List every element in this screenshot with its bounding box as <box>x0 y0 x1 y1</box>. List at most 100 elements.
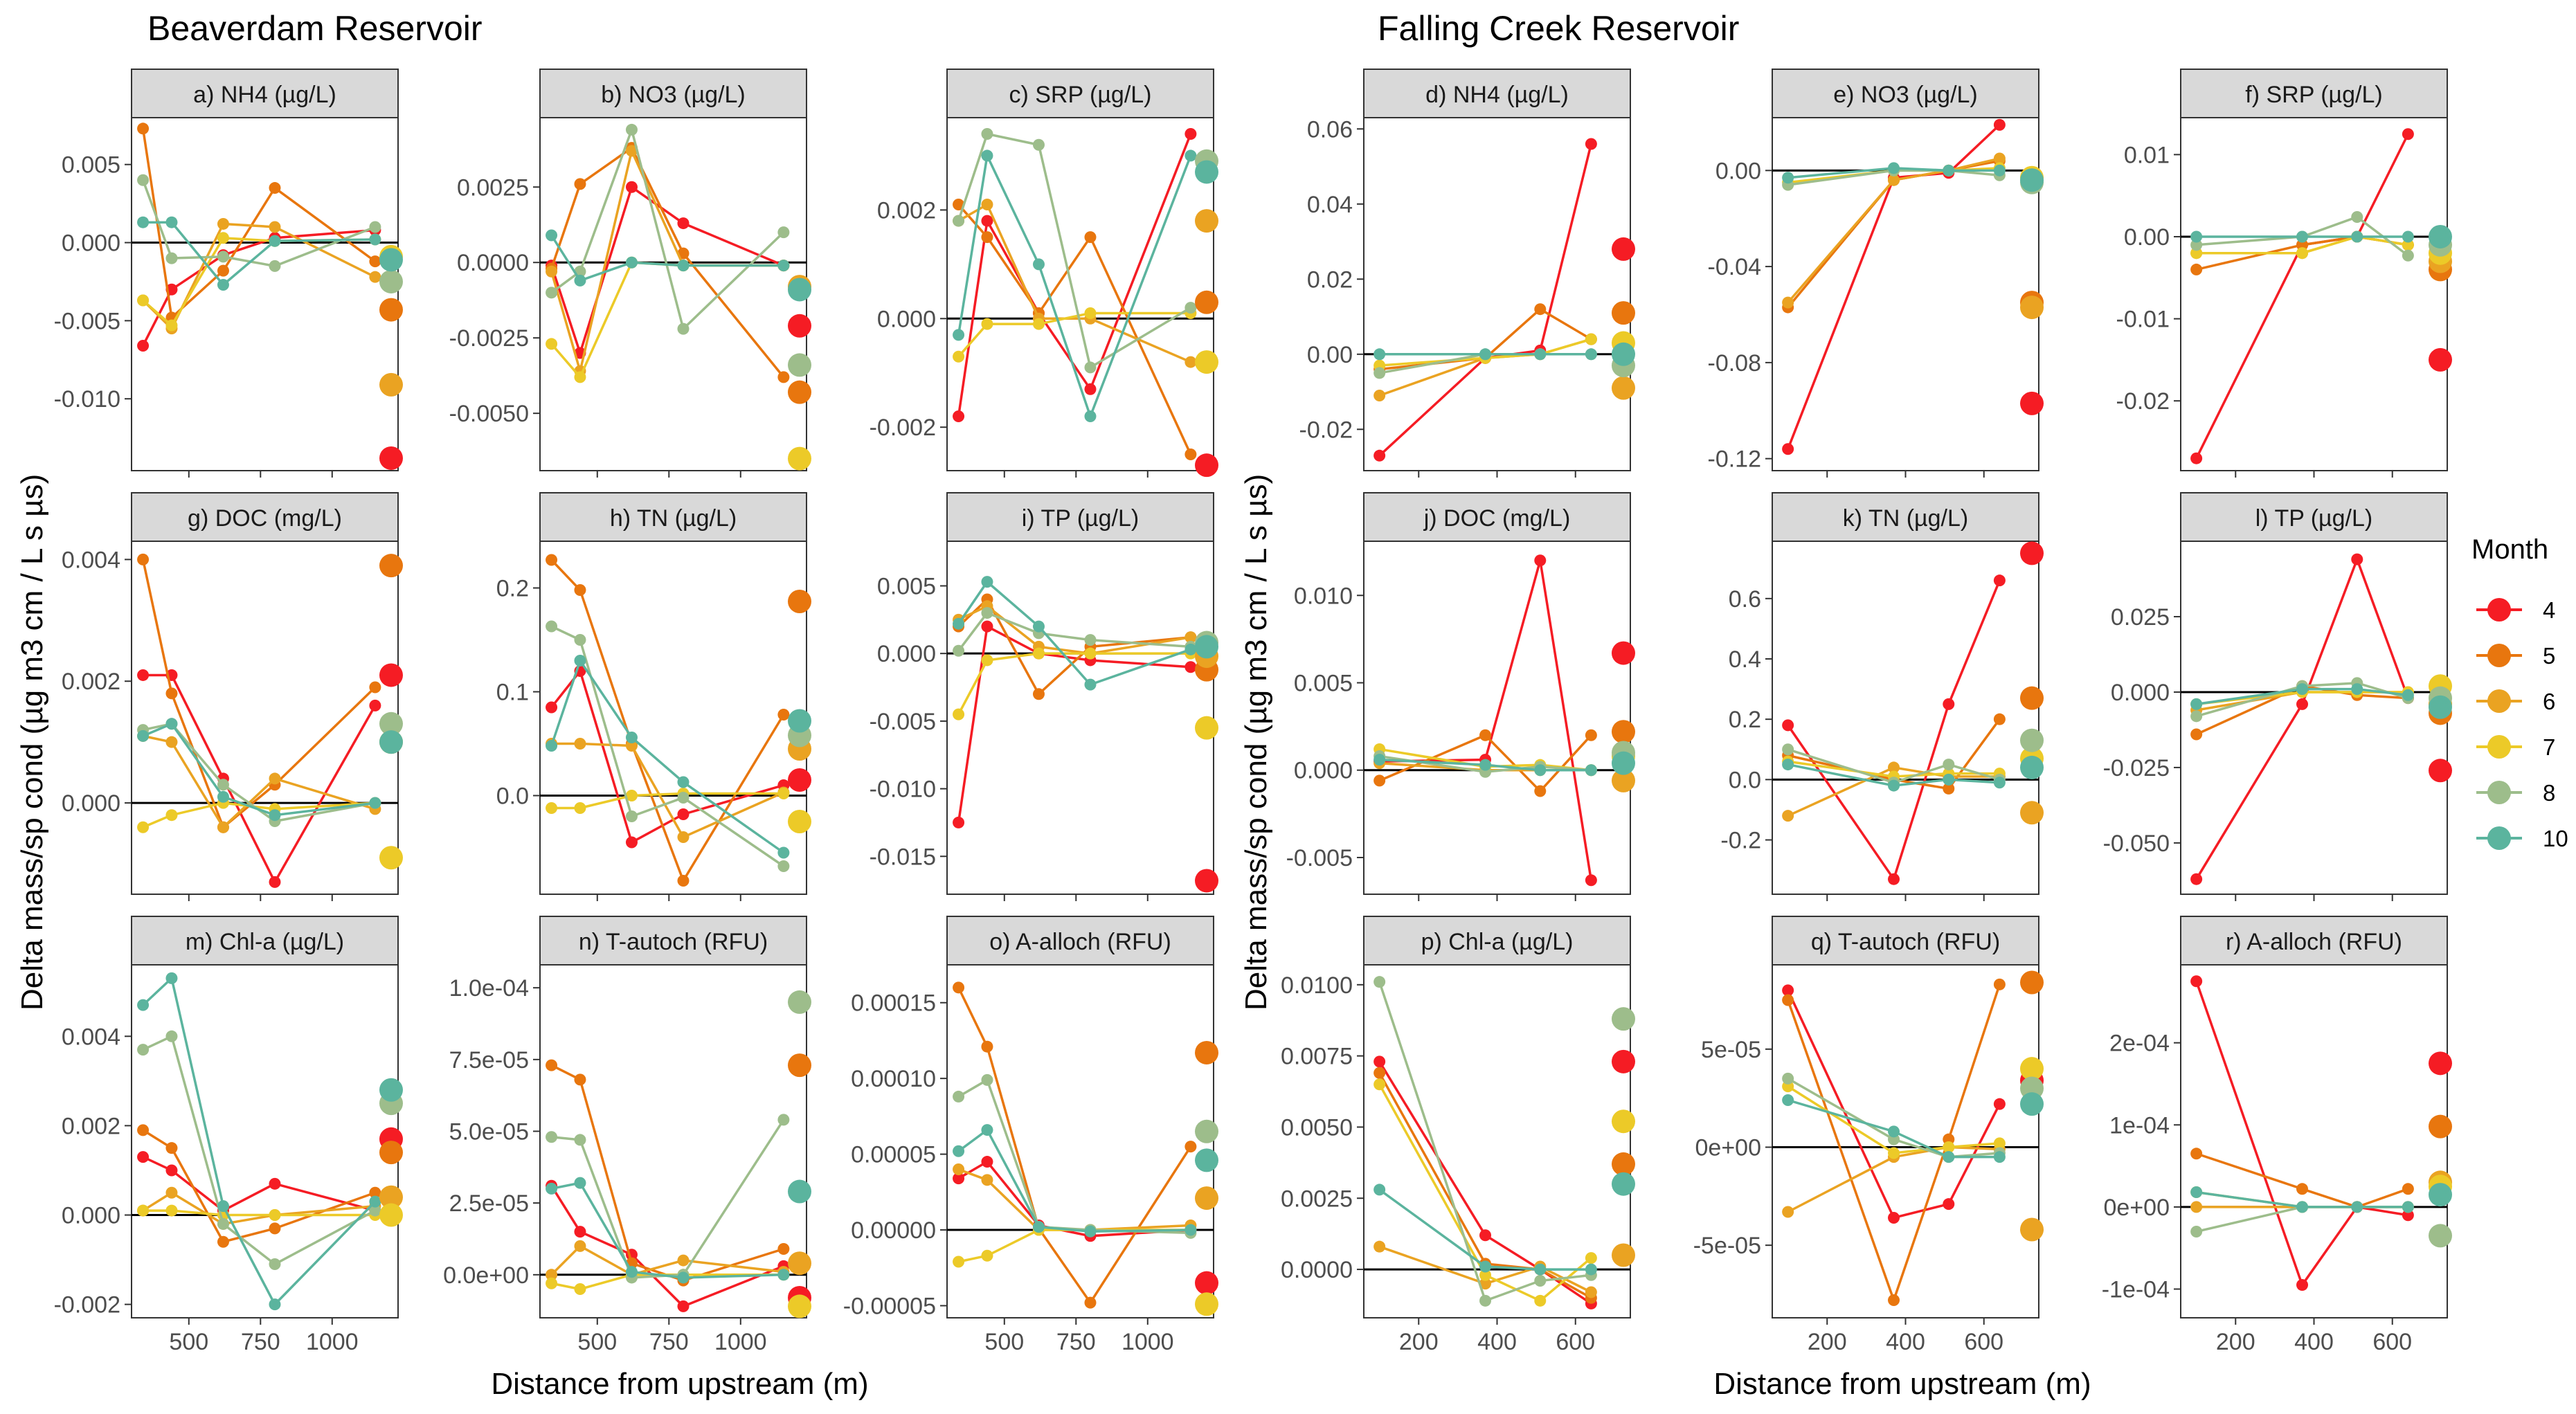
panel-e-series-6-summary-point <box>2020 296 2044 320</box>
panel-i-series-8-point <box>1084 634 1097 646</box>
panel-a-series-6-point <box>217 217 229 230</box>
panel-o-series-10-point <box>981 1124 993 1136</box>
panel-n-xtick-label: 500 <box>577 1329 617 1355</box>
panel-j-series-5-point <box>1585 729 1597 741</box>
panel-a-series-6-summary-point <box>379 372 403 397</box>
panel-p-xtick-label: 200 <box>1399 1329 1439 1355</box>
panel-k: k) TN (µg/L) 0.6 0.4 0.2 0.0 -0.2 <box>1720 492 2044 901</box>
panel-r-series-5-point <box>2402 1183 2414 1195</box>
panel-d-series-7-line <box>1379 338 1592 367</box>
panel-f-series-7-point <box>2402 239 2414 251</box>
panel-f-frame <box>2180 117 2448 471</box>
panel-c-ytick-label: -0.002 <box>870 415 936 441</box>
panel-p-series-6-point <box>1373 1240 1386 1253</box>
panel-o: o) A-alloch (RFU) 0.00015 0.00010 0.00005 0.… <box>843 916 1218 1355</box>
panel-i-ytick-label: 0.000 <box>877 641 936 667</box>
panel-c-series-5-point <box>981 231 993 244</box>
panel-p-series-8-line <box>1378 981 1592 1303</box>
panel-p-series-7-point <box>1479 1269 1492 1281</box>
panel-f-series-10-summary-point <box>2429 224 2452 248</box>
panel-q-series-10-line <box>1787 1098 2000 1159</box>
panel-i-series-4-point <box>981 620 993 633</box>
panel-b-series-10-point <box>777 260 790 272</box>
panel-p-series-4-point <box>1479 1229 1492 1242</box>
panel-o-xtick-label: 1000 <box>1122 1329 1174 1355</box>
panel-g-series-7-summary-point <box>379 846 403 870</box>
panel-o-frame <box>946 964 1214 1318</box>
panel-i-series-10-point <box>1032 620 1045 633</box>
panel-n-series-5-point <box>546 1059 558 1071</box>
panel-d-series-10-point <box>1373 348 1386 361</box>
panel-k-series-10-line <box>1787 763 2000 787</box>
panel-b-series-4-point <box>677 217 690 230</box>
panel-l-series-8-line <box>2196 682 2408 718</box>
panel-h-series-4-summary-point <box>788 768 811 792</box>
panel-n-series-5-point <box>574 1073 586 1086</box>
panel-i-series-6-point <box>1185 631 1197 644</box>
panel-m-series-5-point <box>269 1222 281 1235</box>
panel-d-frame <box>1363 117 1631 471</box>
panel-k-series-10-summary-point <box>2020 755 2044 779</box>
panel-q-title: q) T-autoch (RFU) <box>1811 929 2000 955</box>
panel-c-series-5-point <box>953 199 965 211</box>
panel-c-series-8-point <box>1185 302 1197 314</box>
panel-k-series-10-point <box>1943 773 1955 786</box>
panel-j-ytick-label: 0.000 <box>1294 758 1353 784</box>
panel-o-strip <box>946 916 1214 966</box>
panel-d-series-10-point <box>1479 348 1492 361</box>
panel-a-ytick-label: -0.005 <box>54 308 120 334</box>
panel-r-series-5-point <box>2296 1183 2309 1195</box>
panel-o-series-5-point <box>981 1040 993 1053</box>
panel-f-series-8-point <box>2402 249 2414 262</box>
panel-k-series-4-point <box>1888 873 1900 885</box>
panel-p-series-7-summary-point <box>1612 1109 1635 1134</box>
panel-g-series-8-summary-point <box>379 711 403 736</box>
panel-o-series-7-summary-point <box>1195 1292 1218 1316</box>
panel-c-series-8-point <box>981 128 993 141</box>
panel-k-series-4-point <box>1993 574 2006 587</box>
panel-i-ytick-label: -0.015 <box>870 844 936 870</box>
panel-f-series-5-point <box>2296 239 2309 251</box>
panel-m-series-5-point <box>369 1186 381 1199</box>
panel-g-series-7-point <box>137 821 150 833</box>
panel-h-series-6-point <box>625 740 638 752</box>
x-axis-label-right: Distance from upstream (m) <box>1713 1367 2091 1401</box>
panel-q-ytick-label: 0e+00 <box>1695 1135 1762 1161</box>
panel-m-series-5-point <box>137 1124 150 1136</box>
panel-n-series-8-point <box>546 1131 558 1143</box>
panel-m-ytick-label: 0.000 <box>62 1203 120 1229</box>
panel-a-series-5-point <box>137 123 150 135</box>
panel-o-series-8-point <box>981 1073 993 1086</box>
panel-h-series-7-point <box>625 790 638 801</box>
panel-d-series-7-point <box>1585 333 1597 345</box>
panel-l-series-4-line <box>2195 556 2410 880</box>
panel-j-series-10-point <box>1534 764 1547 777</box>
panel-d-strip <box>1363 69 1631 118</box>
panel-e-series-6-point <box>1782 296 1794 309</box>
panel-k-ytick-label: 0.0 <box>1729 767 1761 793</box>
panel-a-ytick-label: -0.010 <box>54 386 120 413</box>
panel-r-series-10-summary-point <box>2429 1183 2452 1207</box>
panel-h-series-10-point <box>574 655 586 667</box>
panel-h-series-10-summary-point <box>788 709 811 733</box>
panel-p-series-10-point <box>1585 1263 1597 1276</box>
panel-r-series-8-summary-point <box>2429 1224 2452 1248</box>
panel-c-series-8-point <box>1084 361 1097 374</box>
panel-i-series-8-point <box>953 644 965 657</box>
panel-m-xtick-label: 1000 <box>306 1329 359 1355</box>
panel-f: f) SRP (µg/L) 0.01 0.00 -0.01 -0.02 <box>2116 69 2452 478</box>
panel-j: j) DOC (mg/L) 0.010 0.005 0.000 -0.005 <box>1286 492 1635 901</box>
panel-c-series-10-point <box>981 149 993 162</box>
panel-r-series-5-line <box>2196 1152 2408 1208</box>
panel-l-series-10-point <box>2351 683 2363 696</box>
panel-q-series-4-point <box>1943 1198 1955 1211</box>
panel-c-series-5-point <box>1185 448 1197 460</box>
panel-d-ytick-label: -0.02 <box>1299 417 1353 443</box>
panel-n-series-6-summary-point <box>788 1251 811 1276</box>
panel-l-series-10-point <box>2190 698 2203 710</box>
panel-e-series-4-summary-point <box>2020 391 2044 415</box>
panel-b-series-6-point <box>546 265 558 278</box>
panel-j-ytick-label: 0.010 <box>1294 583 1353 609</box>
panel-c-series-10-point <box>953 329 965 341</box>
legend-key-6-marker <box>2487 689 2511 713</box>
